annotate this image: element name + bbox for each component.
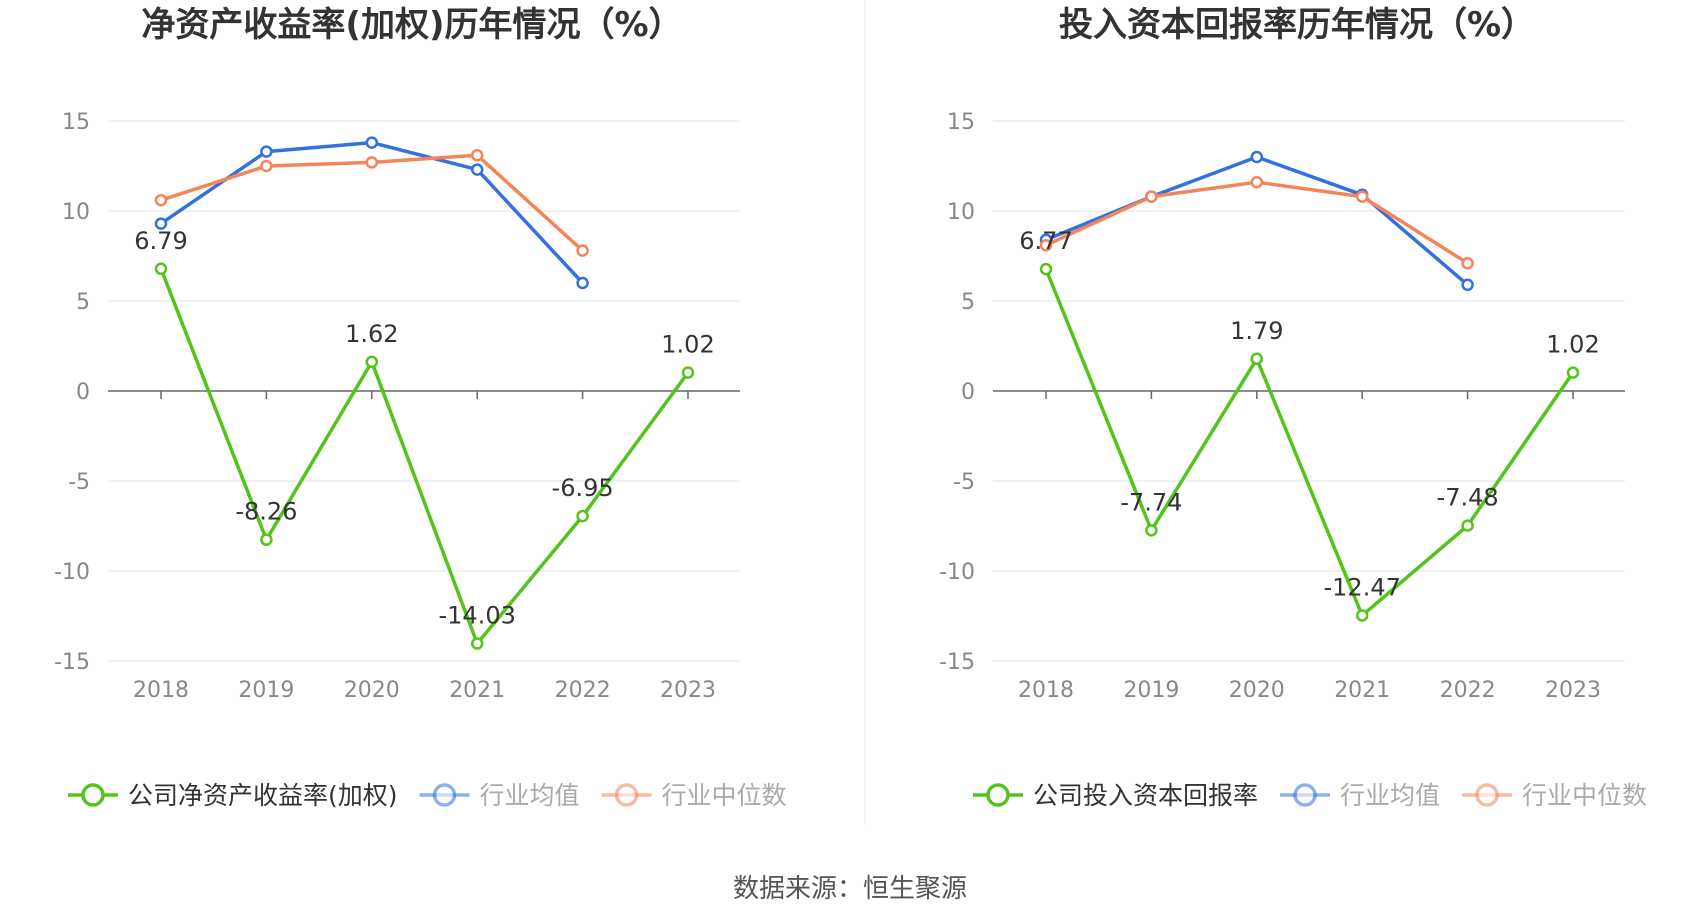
data-point-median <box>470 148 484 162</box>
data-point-company <box>470 637 484 650</box>
x-tick-label: 2019 <box>238 678 294 703</box>
legend-label-avg: 行业均值 <box>1340 781 1440 810</box>
y-tick-label: 5 <box>961 290 975 315</box>
legend-marker-avg <box>1293 783 1317 807</box>
data-label: -12.47 <box>1324 573 1401 601</box>
y-tick-label: 0 <box>961 380 975 405</box>
x-tick-label: 2023 <box>660 678 716 703</box>
series-line-median <box>160 153 584 252</box>
data-point-company <box>365 355 379 369</box>
data-point-company <box>1039 262 1053 276</box>
data-point-avg <box>365 136 379 149</box>
chart-panel-1: 净资产收益率(加权)历年情况（%） 15 10 5 0 -5 -10 -15 2018 2019 2… <box>54 5 786 810</box>
data-point-median <box>1461 256 1474 270</box>
y-tick-label: -10 <box>939 560 975 585</box>
data-label: -7.74 <box>1120 488 1182 516</box>
data-point-median <box>260 159 273 173</box>
x-tick-label: 2018 <box>1018 678 1074 703</box>
data-label: 1.02 <box>661 331 714 359</box>
y-tick-label: 5 <box>76 290 90 315</box>
data-point-company <box>1250 352 1264 366</box>
data-point-median <box>365 156 379 169</box>
data-label: -14.03 <box>439 602 516 630</box>
x-tick-label: 2021 <box>1334 678 1390 703</box>
y-tick-label: 10 <box>62 200 90 225</box>
x-tick-label: 2018 <box>133 678 189 703</box>
x-tick-label: 2021 <box>449 678 505 703</box>
data-source-label: 数据来源：恒生聚源 <box>732 874 967 904</box>
y-tick-label: -5 <box>68 470 90 495</box>
legend-label-median: 行业中位数 <box>662 781 787 810</box>
data-point-avg <box>576 276 589 290</box>
data-label: -8.26 <box>235 498 297 526</box>
data-label: -7.48 <box>1437 484 1499 512</box>
data-point-company <box>576 509 589 523</box>
data-label: 1.79 <box>1230 317 1283 345</box>
legend-label-avg: 行业均值 <box>480 781 580 810</box>
y-tick-label: -15 <box>54 650 90 675</box>
data-label: 1.02 <box>1546 331 1599 359</box>
y-tick-label: -15 <box>939 650 975 675</box>
x-tick-label: 2020 <box>1229 678 1285 703</box>
y-tick-label: 10 <box>947 200 975 225</box>
data-point-median <box>154 193 168 207</box>
data-point-avg <box>1250 150 1264 164</box>
x-tick-label: 2022 <box>555 678 611 703</box>
data-label: 6.79 <box>134 227 187 255</box>
data-label: 6.77 <box>1019 227 1072 255</box>
chart-panel-2: 投入资本回报率历年情况（%） 15 10 5 0 -5 -10 -15 2018 2019 2020… <box>939 5 1647 810</box>
y-tick-label: -5 <box>953 470 975 495</box>
legend-marker-company <box>986 783 1010 807</box>
data-point-avg <box>154 217 168 230</box>
x-tick-label: 2023 <box>1545 678 1601 703</box>
data-label: 1.62 <box>345 320 398 348</box>
legend-marker-median <box>1475 783 1499 807</box>
data-point-company <box>1461 519 1474 532</box>
data-point-median <box>576 244 589 257</box>
series-line-company <box>1044 268 1575 618</box>
legend-label-company: 公司投入资本回报率 <box>1033 781 1258 810</box>
legend-marker-avg <box>432 783 457 807</box>
series-line-company <box>159 268 690 646</box>
x-tick-label: 2020 <box>344 678 400 703</box>
data-point-avg <box>1461 278 1474 292</box>
chart-title: 净资产收益率(加权)历年情况（%） <box>141 5 682 45</box>
data-point-median <box>1145 190 1158 203</box>
data-label: -6.95 <box>552 474 614 502</box>
x-tick-label: 2022 <box>1440 678 1496 703</box>
legend-label-company: 公司净资产收益率(加权) <box>128 781 398 810</box>
data-point-company <box>1566 366 1580 379</box>
y-tick-label: 15 <box>947 110 975 135</box>
data-point-company <box>1355 609 1369 622</box>
data-point-company <box>1145 524 1158 537</box>
chart-title: 投入资本回报率历年情况（%） <box>1059 5 1535 45</box>
legend-marker-company <box>81 783 105 807</box>
x-tick-label: 2019 <box>1123 678 1179 703</box>
data-point-avg <box>470 163 484 176</box>
legend-marker-median <box>614 783 639 807</box>
data-point-company <box>681 366 695 379</box>
y-tick-label: -10 <box>54 560 90 585</box>
data-point-median <box>1355 190 1369 203</box>
data-point-median <box>1250 175 1264 189</box>
data-point-median <box>1039 238 1053 252</box>
y-tick-label: 15 <box>62 110 90 135</box>
data-point-company <box>154 262 168 276</box>
legend-label-median: 行业中位数 <box>1522 781 1647 810</box>
series-line-median <box>1045 180 1469 265</box>
data-point-avg <box>260 145 273 158</box>
data-point-company <box>260 533 273 546</box>
y-tick-label: 0 <box>76 380 90 405</box>
